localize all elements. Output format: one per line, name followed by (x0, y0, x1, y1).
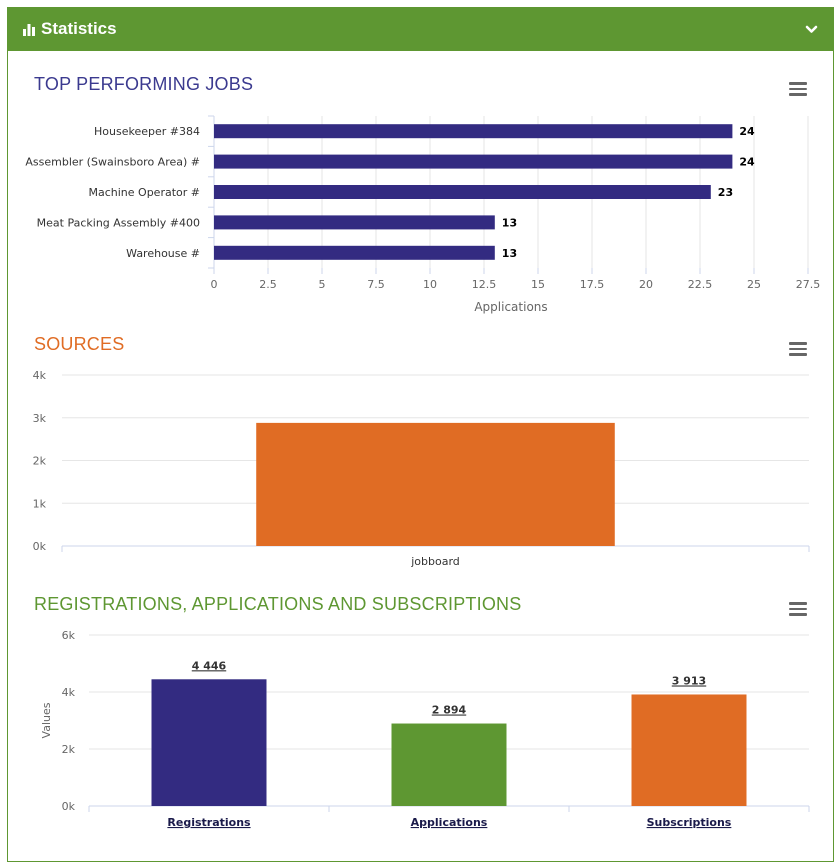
bar (214, 124, 733, 139)
bar (391, 723, 507, 806)
data-label: 13 (502, 216, 517, 229)
x-tick-label: 0 (211, 278, 218, 291)
y-tick-label: 2k (62, 743, 76, 756)
y-axis-title: Values (40, 702, 53, 738)
hamburger-menu-icon[interactable] (789, 602, 807, 616)
data-label: 13 (502, 247, 517, 260)
panel-title: Statistics (41, 19, 117, 38)
data-label: 24 (739, 156, 755, 169)
data-label: 24 (739, 125, 755, 138)
totals-title: REGISTRATIONS, APPLICATIONS AND SUBSCRIP… (34, 594, 522, 614)
y-tick-label: 2k (33, 455, 47, 468)
x-tick-label: Subscriptions (647, 816, 732, 829)
y-tick-label: Housekeeper #384 (94, 125, 200, 138)
chevron-down-icon[interactable] (805, 23, 818, 36)
bar (214, 215, 495, 230)
bar (631, 694, 747, 806)
bar (151, 679, 267, 806)
x-tick-label: 22.5 (688, 278, 713, 291)
x-tick-label: 10 (423, 278, 437, 291)
x-tick-label: 12.5 (472, 278, 497, 291)
statistics-panel: Statistics TOP PERFORMING JOBS 0 2.5 5 7.5 1… (7, 7, 834, 862)
x-tick-label: Applications (411, 816, 488, 829)
x-tick-label: 5 (319, 278, 326, 291)
x-tick-label: 7.5 (367, 278, 385, 291)
y-tick-label: Machine Operator # (89, 186, 201, 199)
bar (214, 154, 733, 169)
totals-chart: 0k 2k 4k 6k Values 4 446 Registrations 2 894 App… (40, 629, 810, 829)
x-tick-label: 2.5 (259, 278, 277, 291)
x-tick-label: 20 (639, 278, 653, 291)
y-tick-label: 0k (33, 540, 47, 553)
x-tick-label: 17.5 (580, 278, 605, 291)
x-tick-label: jobboard (410, 555, 460, 568)
x-tick-label: 27.5 (796, 278, 821, 291)
data-label: 2 894 (432, 704, 467, 717)
top-jobs-title: TOP PERFORMING JOBS (34, 74, 254, 94)
hamburger-menu-icon[interactable] (789, 342, 807, 356)
bar (214, 185, 711, 199)
bar (256, 422, 615, 546)
y-tick-label: 0k (62, 800, 76, 813)
top-jobs-chart: 0 2.5 5 7.5 10 12.5 15 17.5 20 22.5 25 27.5 Housekee… (25, 115, 821, 314)
y-tick-label: 4k (62, 686, 76, 699)
y-tick-label: 3k (33, 412, 47, 425)
sources-chart: 0k 1k 2k 3k 4k jobboard (33, 369, 810, 568)
data-label: 4 446 (192, 659, 227, 672)
bar-chart-icon (23, 24, 35, 36)
y-tick-label: Assembler (Swainsboro Area) # (25, 156, 200, 169)
x-tick-label: Registrations (167, 816, 251, 829)
x-tick-label: 25 (747, 278, 761, 291)
hamburger-menu-icon[interactable] (789, 82, 807, 96)
y-tick-label: 6k (62, 629, 76, 642)
y-tick-label: Warehouse # (126, 247, 200, 260)
sources-title: SOURCES (34, 334, 125, 354)
y-tick-label: Meat Packing Assembly #400 (37, 216, 200, 229)
y-tick-label: 4k (33, 369, 47, 382)
data-label: 23 (718, 186, 733, 199)
bar (214, 245, 495, 260)
panel-header[interactable]: Statistics (8, 8, 833, 51)
y-tick-label: 1k (33, 497, 47, 510)
data-label: 3 913 (672, 674, 706, 687)
x-tick-label: 15 (531, 278, 545, 291)
x-axis-title: Applications (474, 300, 547, 314)
